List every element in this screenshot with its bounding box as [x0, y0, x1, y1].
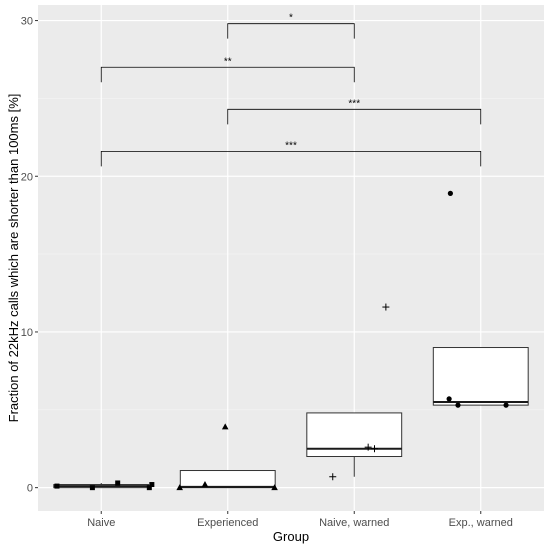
- sig-label: *: [289, 13, 293, 24]
- bracket-line: [227, 23, 355, 39]
- point-triangle: [201, 481, 209, 488]
- point-square: [115, 480, 121, 486]
- box-naive-warned: [306, 412, 403, 477]
- bracket-line: [227, 108, 482, 125]
- point-circle: [446, 396, 452, 402]
- point-square: [54, 483, 60, 489]
- significance-brackets: *********: [100, 13, 482, 167]
- point-plus: [329, 473, 337, 481]
- bracket-line: [100, 150, 482, 167]
- y-tick-label: 0: [27, 483, 33, 495]
- bracket-line: [100, 66, 355, 83]
- y-axis-ticks: 0 10 20 30: [21, 16, 38, 495]
- y-tick-label: 10: [21, 327, 33, 339]
- box-iqr: [306, 412, 403, 458]
- point-plus: [364, 443, 372, 451]
- point-triangle: [176, 484, 183, 491]
- x-axis-title: Group: [273, 529, 309, 544]
- point-square: [89, 485, 95, 491]
- x-axis-ticks: Naive Experienced Naive, warned Exp., warne…: [87, 511, 513, 529]
- point-circle: [503, 402, 509, 408]
- box-iqr: [432, 347, 529, 406]
- point-circle: [447, 190, 453, 196]
- point-plus: [382, 303, 390, 311]
- sig-bracket: ***: [100, 140, 482, 167]
- sig-label: ***: [348, 98, 360, 109]
- point-triangle: [221, 423, 229, 430]
- sig-bracket: *: [227, 13, 355, 39]
- x-tick-label: Experienced: [197, 517, 258, 529]
- boxes: [53, 347, 529, 489]
- box-experienced: [179, 470, 276, 489]
- point-triangle: [271, 484, 278, 491]
- data-points: [54, 190, 509, 491]
- panel-background: [38, 5, 544, 511]
- x-tick-label: Naive: [87, 517, 115, 529]
- box-iqr: [179, 470, 276, 489]
- point-circle: [455, 402, 461, 408]
- y-tick-label: 20: [21, 171, 33, 183]
- point-plus: [370, 445, 378, 453]
- x-tick-label: Exp., warned: [449, 517, 513, 529]
- sig-bracket: **: [100, 56, 355, 83]
- sig-label: **: [224, 56, 232, 67]
- sig-bracket: ***: [227, 98, 482, 125]
- box-exp-warned: [432, 347, 529, 406]
- y-tick-label: 30: [21, 16, 33, 28]
- point-square: [146, 485, 152, 491]
- point-square: [149, 482, 155, 488]
- sig-label: ***: [285, 140, 297, 151]
- x-tick-label: Naive, warned: [319, 517, 389, 529]
- y-axis-title: Fraction of 22kHz calls which are shorte…: [6, 94, 21, 423]
